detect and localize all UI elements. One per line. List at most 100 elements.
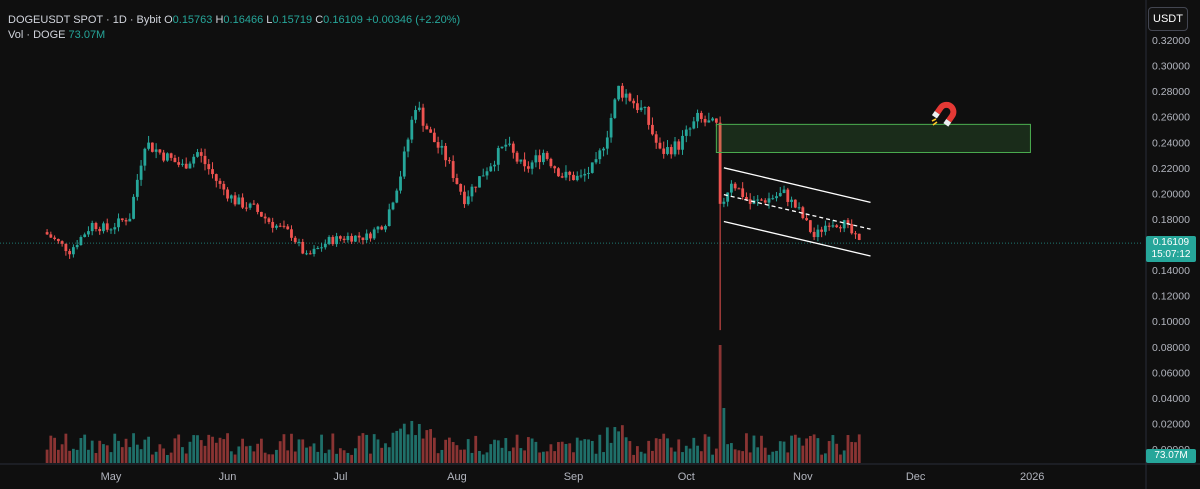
candle-up — [590, 162, 594, 174]
candle-body — [282, 225, 286, 227]
candle-body — [113, 227, 117, 230]
candle-body — [534, 155, 538, 163]
volume-bar — [718, 345, 722, 463]
candle-up — [613, 98, 617, 120]
candle-up — [605, 130, 609, 155]
candle-body — [459, 183, 463, 192]
legend-symbol[interactable]: DOGEUSDT SPOT · 1D · Bybit — [8, 14, 162, 26]
candle-body — [203, 155, 207, 165]
candle-body — [587, 172, 590, 174]
candle-up — [598, 148, 602, 164]
candle-body — [628, 93, 632, 101]
candle-down — [436, 136, 440, 154]
candle-body — [711, 118, 714, 121]
candle-down — [233, 192, 237, 207]
candle-up — [707, 112, 711, 123]
candle-body — [448, 160, 451, 162]
candle-body — [557, 168, 560, 177]
volume-bar — [790, 435, 793, 463]
volume-bar — [90, 440, 94, 463]
candle-body — [102, 223, 105, 232]
candle-body — [835, 225, 839, 228]
volume-bar — [68, 450, 72, 463]
candle-down — [214, 173, 218, 188]
candle-up — [775, 192, 778, 202]
bar-countdown: 15:07:12 — [1151, 249, 1191, 260]
volume-bar — [748, 452, 752, 463]
volume-bar — [158, 444, 162, 463]
volume-bar — [135, 444, 139, 463]
candle-down — [560, 172, 564, 179]
candle-down — [94, 221, 98, 232]
legend-close: 0.16109 — [323, 14, 363, 26]
candle-body — [399, 176, 402, 191]
volume-bar — [824, 453, 827, 463]
volume-bar — [786, 452, 790, 463]
candle-body — [425, 125, 429, 130]
volume-bar — [575, 437, 579, 463]
volume-bar — [105, 445, 109, 463]
candle-up — [406, 137, 410, 158]
candle-down — [538, 149, 542, 170]
volume-bar — [124, 438, 128, 463]
volume-bar — [132, 433, 135, 463]
volume-bar — [760, 435, 763, 463]
candle-body — [564, 171, 568, 178]
candle-body — [429, 129, 432, 133]
candle-down — [839, 225, 842, 233]
volume-bar — [320, 434, 323, 463]
candle-body — [369, 233, 372, 239]
volume-bar — [203, 445, 207, 463]
y-tick-label: 0.08000 — [1152, 342, 1190, 354]
candle-body — [158, 149, 162, 153]
candle-body — [387, 209, 391, 227]
candle-up — [83, 232, 87, 238]
volume-bar — [293, 451, 297, 463]
candle-down — [654, 131, 658, 149]
volume-bar — [192, 435, 196, 463]
candle-body — [135, 179, 139, 197]
candle-body — [594, 159, 598, 163]
candle-down — [64, 243, 68, 256]
candle-body — [489, 166, 493, 172]
volume-bar — [278, 441, 282, 463]
candle-body — [632, 100, 636, 104]
volume-bar — [831, 435, 835, 463]
volume-bar — [312, 443, 316, 463]
legend-volume-label[interactable]: Vol · DOGE — [8, 29, 66, 41]
volume-bar — [598, 434, 602, 463]
volume-bar — [451, 442, 455, 463]
volume-bar — [147, 436, 150, 463]
volume-bar — [380, 447, 384, 463]
candle-body — [526, 166, 530, 169]
candle-down — [308, 250, 312, 255]
candle-body — [120, 218, 124, 221]
volume-bar — [417, 423, 421, 463]
candle-body — [463, 191, 466, 205]
candle-down — [241, 193, 244, 209]
candle-body — [218, 180, 222, 184]
currency-button[interactable]: USDT — [1148, 7, 1188, 31]
candle-body — [722, 201, 726, 204]
candle-body — [395, 190, 399, 203]
candle-down — [628, 92, 632, 102]
volume-bar — [56, 449, 60, 463]
candle-body — [87, 231, 90, 235]
candle-body — [256, 204, 260, 212]
volume-bar — [587, 439, 590, 463]
candle-body — [617, 85, 620, 100]
candle-body — [481, 175, 485, 177]
candle-up — [767, 192, 771, 209]
candle-body — [177, 162, 181, 165]
candle-up — [594, 152, 598, 165]
volume-bar — [290, 433, 293, 463]
candle-body — [406, 139, 410, 152]
volume-bar — [816, 438, 820, 463]
volume-bar — [489, 444, 493, 463]
candle-body — [241, 197, 244, 208]
volume-bar — [150, 454, 154, 463]
volume-bar — [282, 434, 286, 463]
magnet-icon[interactable] — [930, 94, 964, 128]
volume-bar — [504, 438, 508, 463]
